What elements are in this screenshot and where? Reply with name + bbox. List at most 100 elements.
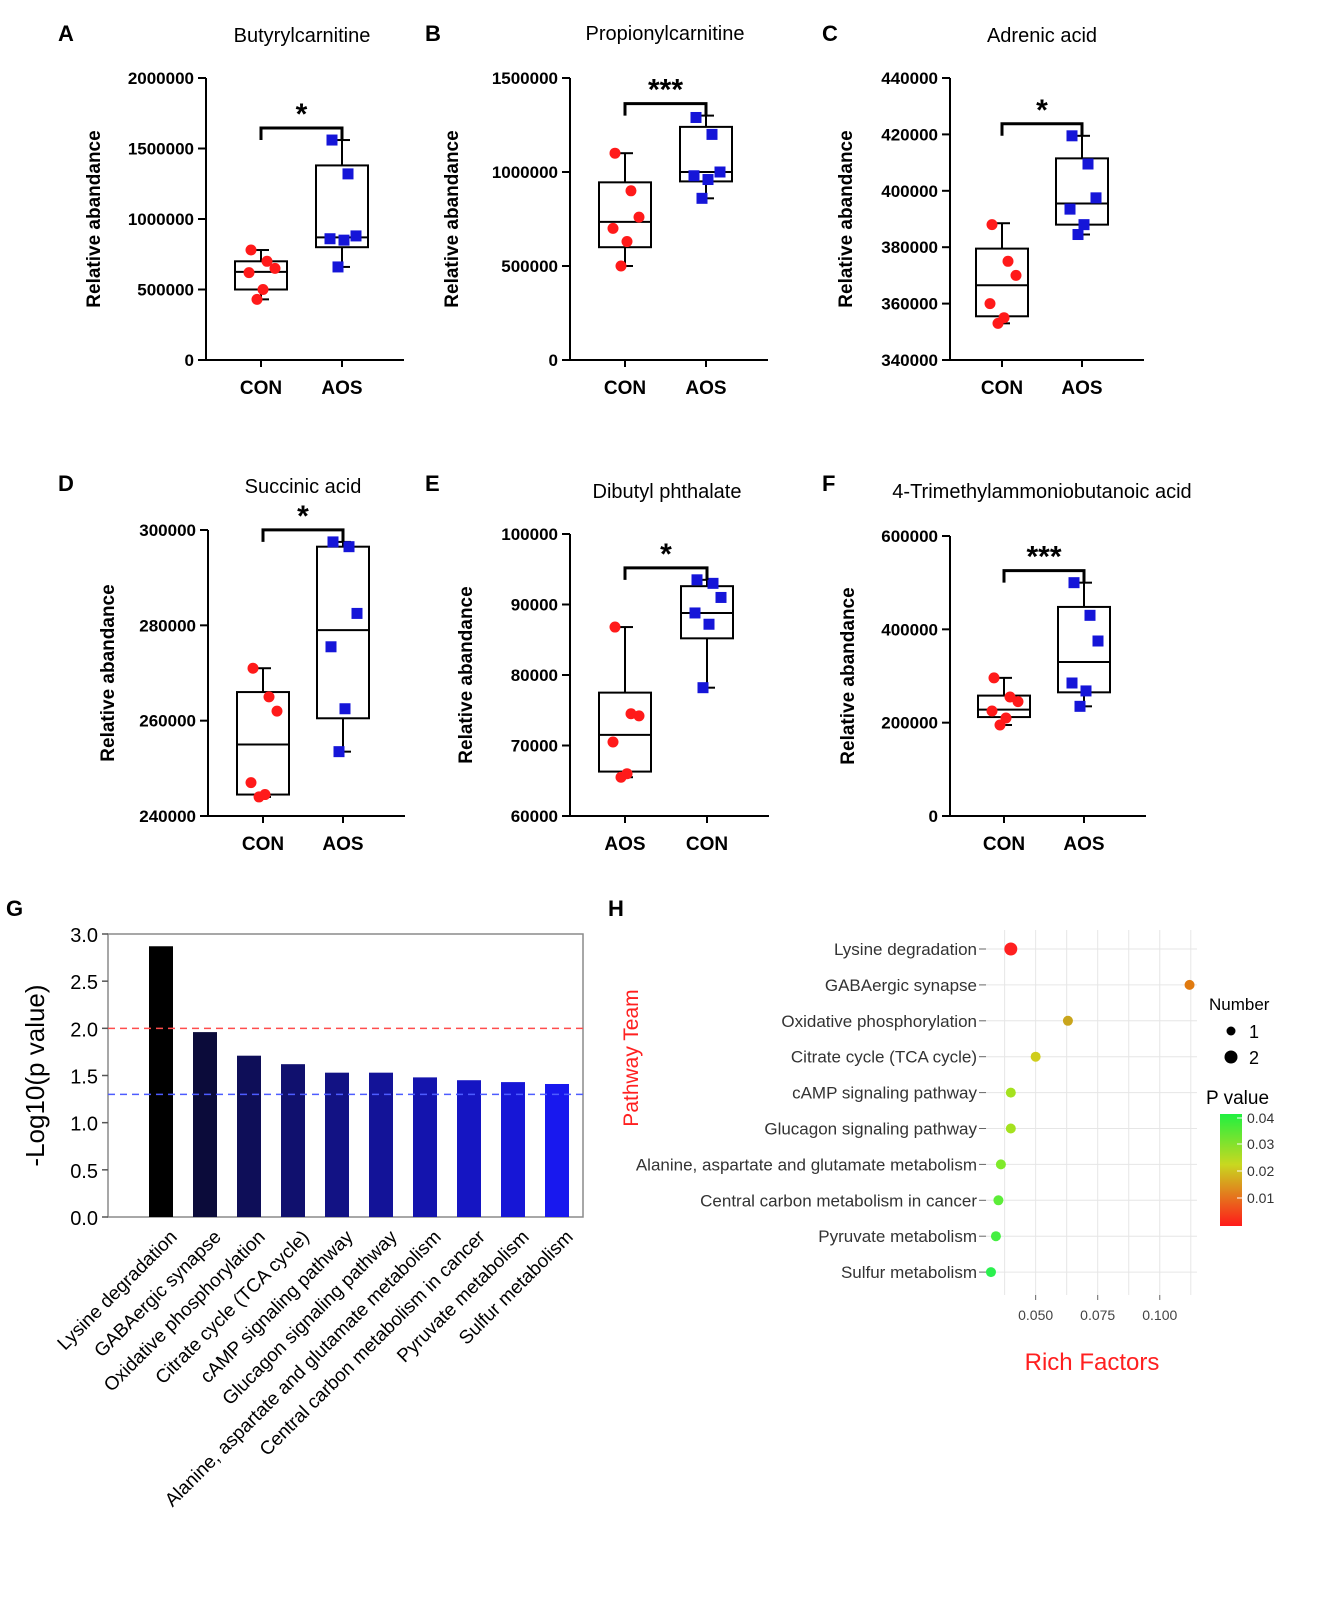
color-bar-label: 0.04 <box>1247 1110 1274 1126</box>
data-point <box>1092 635 1104 647</box>
y-tick-label: 60000 <box>511 807 558 826</box>
panel-b: B Propionylcarnitine 0 500000 1000000 1500000… <box>425 21 768 399</box>
data-point <box>990 1231 1001 1242</box>
y-tick-label: 400000 <box>881 620 938 639</box>
x-tick-label: CON <box>981 378 1023 399</box>
significance-label: * <box>296 98 308 131</box>
significance-bracket <box>1002 569 1086 583</box>
chart-title: 4-Trimethylammoniobutanoic acid <box>892 481 1191 503</box>
y-axis-label: Relative abandance <box>456 586 477 763</box>
y-tick-label: 2.5 <box>70 972 98 994</box>
data-point <box>689 607 701 619</box>
x-tick-label: AOS <box>321 378 362 399</box>
data-point <box>706 128 718 140</box>
data-point <box>1030 1051 1041 1062</box>
y-axis-label: Relative abandance <box>838 587 859 764</box>
y-tick-label: 340000 <box>881 351 938 370</box>
data-point <box>707 577 719 589</box>
legend-marker-large <box>1224 1050 1238 1064</box>
y-tick-label: Citrate cycle (TCA cycle) <box>791 1048 977 1067</box>
y-tick-label: 100000 <box>501 525 558 544</box>
bar <box>501 1082 525 1217</box>
y-axis-label: Relative abandance <box>442 130 463 307</box>
box-group-con: CON <box>680 574 734 855</box>
y-axis-label: Relative abandance <box>836 130 857 307</box>
data-point <box>697 682 709 694</box>
x-tick-label: AOS <box>685 378 726 399</box>
bar <box>413 1077 437 1217</box>
box <box>598 181 652 249</box>
data-point <box>1064 203 1076 215</box>
data-point <box>625 185 637 197</box>
significance-bracket <box>259 126 344 141</box>
y-axis-label: Relative abandance <box>98 584 119 761</box>
y-axis-label: Relative abandance <box>84 130 105 307</box>
y-tick-label: 280000 <box>139 616 196 635</box>
bar <box>237 1055 261 1217</box>
panel-c: C Adrenic acid 340000 360000 380000 400000 420… <box>822 21 1144 399</box>
y-tick-label: 300000 <box>139 521 196 540</box>
box <box>315 164 369 249</box>
data-point <box>343 541 355 553</box>
y-tick-label: 400000 <box>881 182 938 201</box>
y-tick-label: Alanine, aspartate and glutamate metabol… <box>636 1155 977 1174</box>
significance-label: * <box>660 538 672 571</box>
y-tick-label: 500000 <box>137 281 194 300</box>
data-point <box>338 234 350 246</box>
x-tick-label: CON <box>686 834 728 855</box>
box-group-con: CON <box>975 219 1029 399</box>
data-point <box>1184 979 1195 990</box>
x-tick-label: AOS <box>1063 834 1104 855</box>
data-point <box>992 317 1004 329</box>
data-point <box>1082 158 1094 170</box>
data-point <box>703 618 715 630</box>
panel-letter: D <box>58 471 74 496</box>
chart-title: Adrenic acid <box>987 25 1097 47</box>
y-tick-label: 380000 <box>881 238 938 257</box>
box-group-aos: AOS <box>315 134 369 399</box>
y-tick-label: Oxidative phosphorylation <box>781 1012 977 1031</box>
data-point <box>1072 229 1084 241</box>
y-tick-label: Central carbon metabolism in cancer <box>700 1191 977 1210</box>
panel-letter: F <box>822 471 835 496</box>
y-tick-label: 0 <box>549 351 558 370</box>
y-tick-label: 1500000 <box>492 69 558 88</box>
y-tick-label: 0 <box>929 807 938 826</box>
panel-letter: E <box>425 471 440 496</box>
x-tick-label: AOS <box>322 834 363 855</box>
data-point <box>325 641 337 653</box>
data-point <box>245 777 257 789</box>
data-point <box>1078 219 1090 231</box>
data-point <box>696 192 708 204</box>
data-point <box>1010 269 1022 281</box>
y-tick-label: cAMP signaling pathway <box>792 1084 977 1103</box>
data-point <box>333 746 345 758</box>
y-tick-label: 2.0 <box>70 1019 98 1041</box>
box <box>975 247 1029 318</box>
panel-letter: B <box>425 21 441 46</box>
data-point <box>609 147 621 159</box>
chart-title: Butyrylcarnitine <box>234 25 371 47</box>
significance-bracket <box>261 528 345 542</box>
data-point <box>1004 942 1018 956</box>
box <box>1055 157 1109 226</box>
data-point <box>326 134 338 146</box>
x-tick-label: 0.100 <box>1142 1307 1177 1323</box>
significance-bracket <box>1000 122 1084 136</box>
data-point <box>993 1195 1004 1206</box>
y-tick-label: 1.0 <box>70 1114 98 1136</box>
significance-label: *** <box>1026 541 1061 574</box>
box-group-aos: AOS <box>679 111 733 399</box>
box-group-con: CON <box>977 672 1031 855</box>
data-point <box>1012 696 1024 708</box>
legend-label: 2 <box>1249 1048 1259 1068</box>
data-point <box>633 710 645 722</box>
data-point <box>607 736 619 748</box>
significance-bracket <box>623 102 708 116</box>
data-point <box>1090 192 1102 204</box>
data-point <box>350 230 362 242</box>
box-group-con: CON <box>598 147 652 399</box>
y-tick-label: 0.0 <box>70 1208 98 1230</box>
color-bar <box>1220 1114 1242 1226</box>
